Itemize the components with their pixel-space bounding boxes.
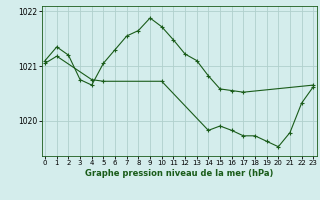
X-axis label: Graphe pression niveau de la mer (hPa): Graphe pression niveau de la mer (hPa)	[85, 169, 273, 178]
